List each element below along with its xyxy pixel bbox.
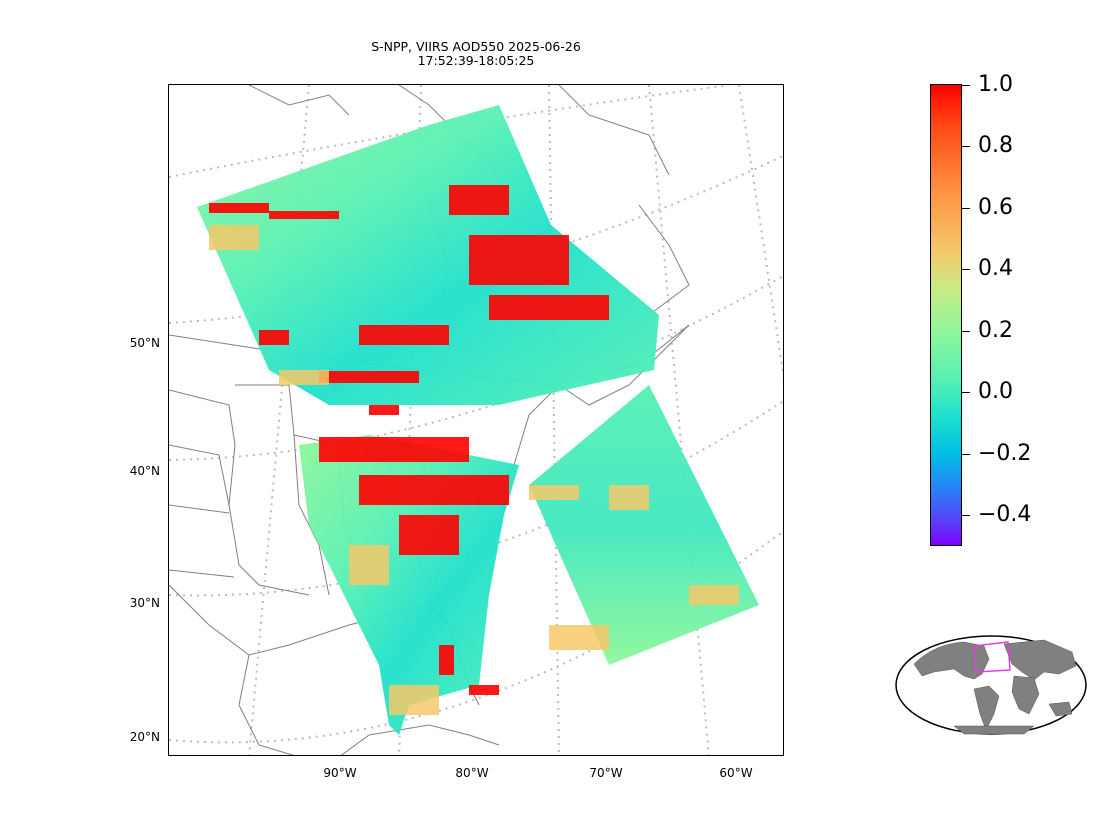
title-line-1: S-NPP, VIIRS AOD550 2025-06-26: [371, 39, 581, 54]
high-aod-patches: [209, 185, 609, 695]
colorbar-label-1.0: 1.0: [978, 72, 1013, 97]
colorbar-label-0.8: 0.8: [978, 133, 1013, 158]
lon-label-80w: 80°W: [455, 766, 489, 780]
colorbar-tick: [962, 208, 970, 209]
map-panel: [168, 84, 784, 756]
lat-label-20: 20°N: [129, 730, 160, 744]
colorbar-label-0.0: 0.0: [978, 379, 1013, 404]
globe-locator-inset: [895, 635, 1087, 735]
colorbar-label-0.2: 0.2: [978, 318, 1013, 343]
colorbar-tick: [962, 85, 970, 86]
colorbar: [930, 84, 962, 546]
colorbar-label-neg0.4: −0.4: [978, 502, 1032, 527]
lat-label-40: 40°N: [129, 464, 160, 478]
lon-label-70w: 70°W: [589, 766, 623, 780]
colorbar-tick: [962, 515, 970, 516]
colorbar-tick: [962, 146, 970, 147]
colorbar-tick: [962, 269, 970, 270]
colorbar-label-neg0.2: −0.2: [978, 441, 1032, 466]
region-box: [973, 641, 1011, 673]
colorbar-tick: [962, 392, 970, 393]
aod-swath-atlantic: [529, 385, 759, 665]
lon-label-90w: 90°W: [323, 766, 357, 780]
figure-title: S-NPP, VIIRS AOD550 2025-06-26 17:52:39-…: [168, 40, 784, 68]
aod-swath-south: [299, 435, 519, 735]
globe-land: [913, 639, 1077, 735]
title-line-2: 17:52:39-18:05:25: [417, 53, 535, 68]
lat-label-50: 50°N: [129, 336, 160, 350]
colorbar-tick: [962, 331, 970, 332]
lon-label-60w: 60°W: [719, 766, 753, 780]
colorbar-label-0.6: 0.6: [978, 195, 1013, 220]
moderate-aod-patches: [209, 225, 739, 715]
map-canvas: [169, 85, 783, 755]
graticule: [169, 85, 783, 755]
lat-label-30: 30°N: [129, 596, 160, 610]
aod-swath-north: [197, 105, 659, 405]
colorbar-tick: [962, 454, 970, 455]
colorbar-label-0.4: 0.4: [978, 256, 1013, 281]
